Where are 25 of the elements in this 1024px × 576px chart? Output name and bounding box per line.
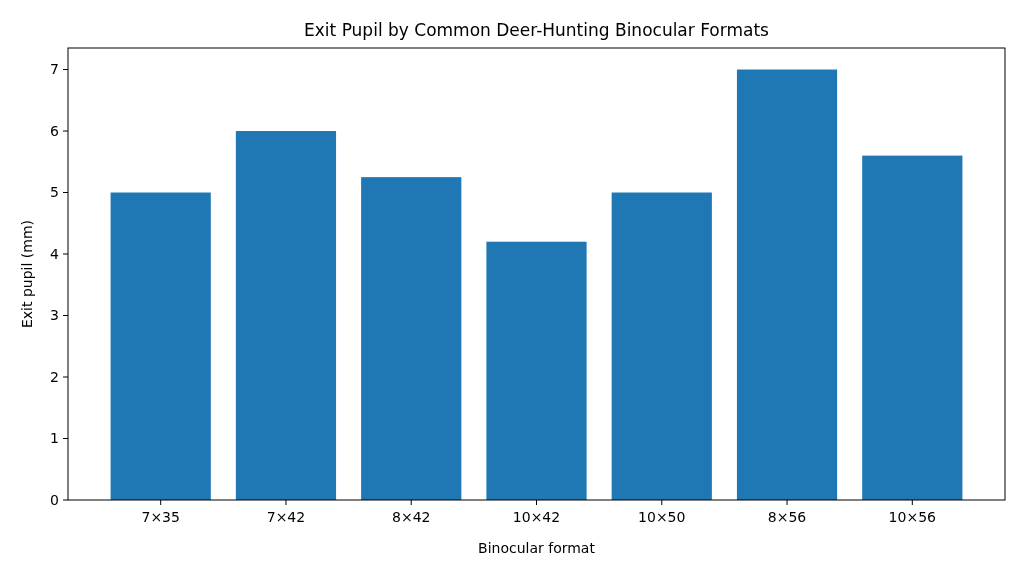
y-tick-label: 7	[50, 61, 59, 78]
y-tick-label: 0	[50, 491, 59, 508]
x-tick-label: 8×42	[392, 509, 431, 525]
bar	[486, 241, 587, 500]
chart-title: Exit Pupil by Common Deer-Hunting Binocular Formats	[304, 20, 770, 40]
x-tick-label: 7×42	[266, 509, 306, 525]
y-tick-label: 2	[50, 368, 59, 385]
y-tick-label: 5	[50, 184, 59, 201]
bar	[736, 69, 838, 500]
x-axis-title: Binocular format	[478, 540, 596, 556]
bar	[235, 131, 337, 500]
bar	[110, 192, 211, 500]
bar	[361, 177, 462, 500]
y-axis-title: Exit pupil (mm)	[19, 219, 35, 329]
y-tick-label: 1	[50, 430, 59, 447]
bar	[862, 155, 963, 500]
x-tick-label: 8×56	[767, 509, 807, 525]
y-tick-label: 6	[50, 122, 60, 139]
y-tick-label: 4	[50, 245, 60, 262]
x-tick-label: 7×35	[141, 509, 180, 525]
x-tick-label: 10×42	[512, 509, 561, 525]
x-tick-label: 10×56	[888, 509, 937, 525]
y-tick-label: 3	[50, 307, 59, 324]
x-tick-label: 10×50	[638, 509, 686, 525]
bar	[611, 192, 712, 500]
